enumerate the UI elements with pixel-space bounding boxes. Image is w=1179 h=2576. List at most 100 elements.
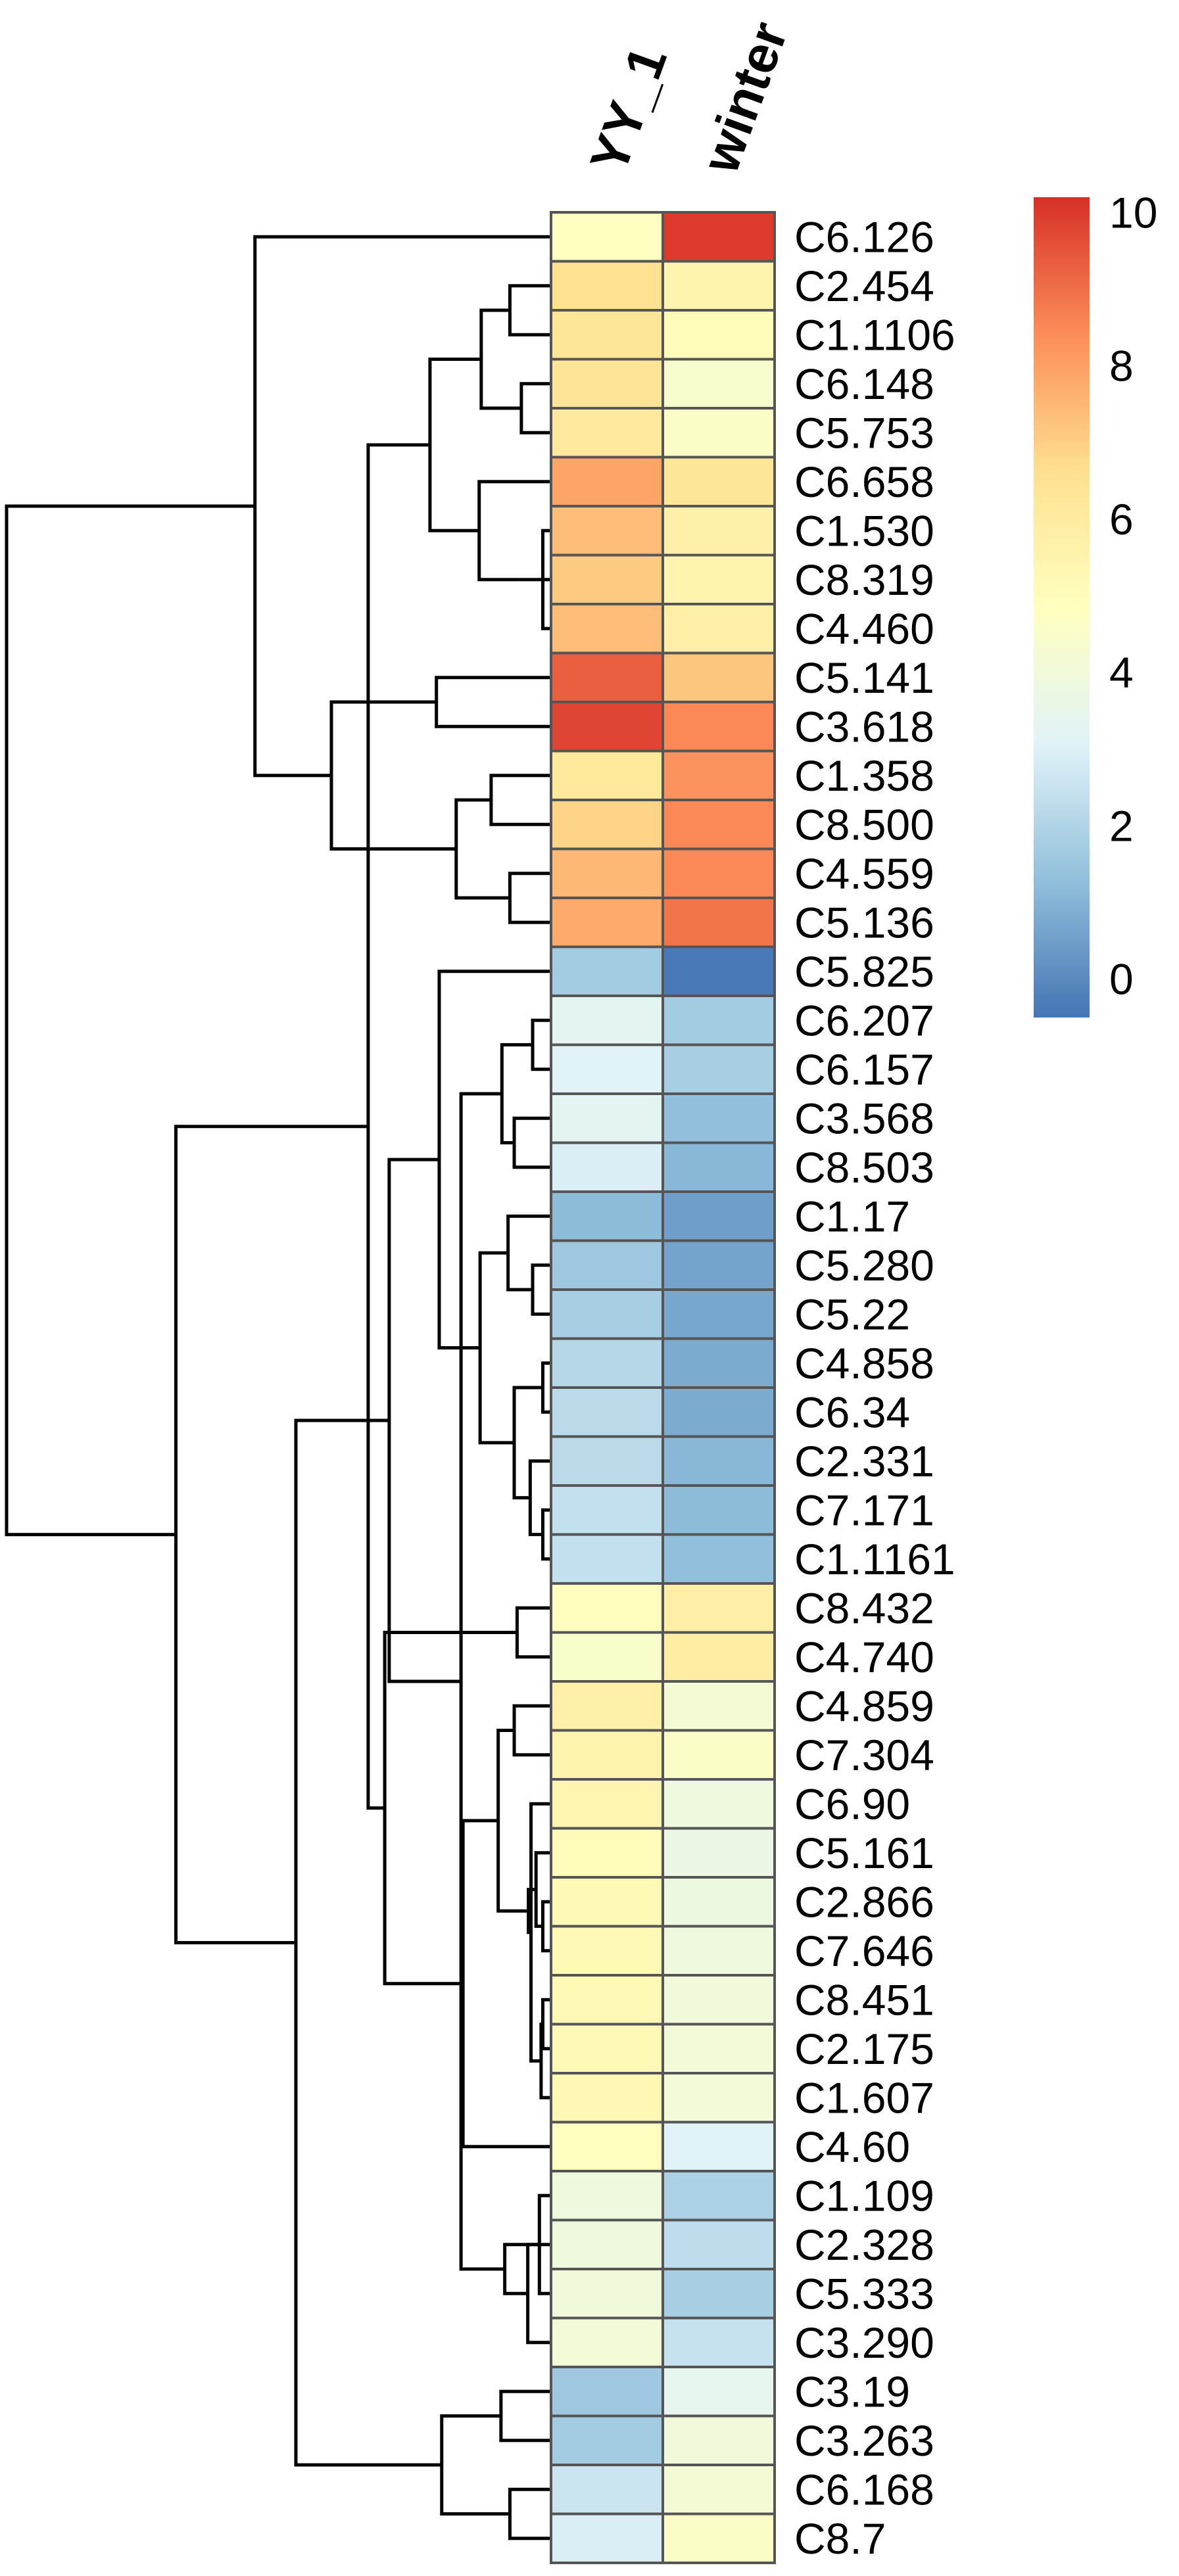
row-label: C5.141	[794, 653, 934, 702]
column-label: winter	[690, 14, 799, 181]
heatmap-cell	[662, 407, 776, 459]
heatmap-cell	[662, 1778, 776, 1830]
heatmap-cell	[662, 1435, 776, 1487]
heatmap-cell	[550, 2023, 664, 2074]
heatmap-cell	[662, 309, 776, 361]
dendrogram-branch	[539, 2023, 551, 2099]
heatmap-cell	[662, 1974, 776, 2026]
heatmap-cell	[550, 2120, 664, 2172]
dendrogram-branch	[387, 1158, 462, 1683]
row-label: C6.658	[794, 457, 934, 506]
dendrogram-branch	[531, 1018, 551, 1071]
heatmap-cell	[550, 945, 664, 997]
heatmap-cell	[662, 2268, 776, 2320]
dendrogram-branch	[515, 1606, 551, 1659]
dendrogram-branch	[528, 1459, 551, 1536]
colorbar-tick-label: 8	[1109, 342, 1134, 390]
row-label: C6.148	[794, 360, 934, 408]
heatmap-cell	[550, 995, 664, 1046]
row-label: C1.1161	[794, 1535, 955, 1583]
heatmap-cell	[662, 651, 776, 703]
dendrogram-branch	[479, 308, 521, 410]
heatmap-cell	[550, 2218, 664, 2270]
heatmap-cell	[662, 2023, 776, 2074]
heatmap-cell	[550, 897, 664, 948]
dendrogram-branch	[454, 798, 510, 900]
dendrogram-branch	[531, 1263, 551, 1316]
heatmap-cell	[550, 1092, 664, 1144]
dendrogram-branch	[508, 2487, 551, 2541]
heatmap-cell	[550, 799, 664, 851]
row-label: C5.136	[794, 898, 934, 947]
heatmap-cell	[662, 1141, 776, 1193]
heatmap-cell	[662, 701, 776, 753]
heatmap-cell	[662, 2366, 776, 2418]
heatmap-cell	[550, 847, 664, 899]
dendrogram-branch	[503, 2243, 540, 2295]
dendrogram-branch	[512, 1116, 551, 1169]
row-label: C2.331	[794, 1437, 934, 1486]
heatmap-cell	[550, 1680, 664, 1732]
heatmap-cell	[550, 2268, 664, 2320]
heatmap-cell	[550, 1190, 664, 1242]
row-label: C8.432	[794, 1583, 934, 1632]
heatmap-cell	[550, 749, 664, 801]
row-label: C1.1106	[794, 310, 955, 359]
row-label: C5.22	[794, 1290, 910, 1338]
heatmap-cell	[662, 2218, 776, 2270]
row-label: C1.530	[794, 506, 934, 555]
heatmap-cell	[550, 701, 664, 753]
row-label: C6.34	[794, 1388, 910, 1436]
row-label: C4.859	[794, 1681, 934, 1730]
heatmap-cell	[550, 1729, 664, 1781]
heatmap-cell	[550, 2366, 664, 2418]
heatmap-cell	[550, 1239, 664, 1291]
row-label: C1.109	[794, 2171, 934, 2220]
dendrogram-branch	[428, 358, 481, 532]
heatmap-cell	[550, 505, 664, 557]
colorbar-tick-label: 6	[1109, 495, 1134, 544]
heatmap-cell	[550, 1925, 664, 1977]
dendrogram-branch	[437, 970, 551, 1349]
dendrogram-branch	[5, 504, 255, 1537]
row-label: C3.618	[794, 702, 934, 751]
heatmap-cell	[550, 2414, 664, 2466]
row-label: C6.207	[794, 996, 934, 1044]
row-label: C6.90	[794, 1779, 910, 1828]
heatmap-cell	[662, 1337, 776, 1389]
heatmap-cell	[662, 2464, 776, 2516]
dendrogram-branch	[366, 443, 430, 1810]
heatmap-cell	[662, 2512, 776, 2564]
heatmap-cell	[662, 211, 776, 263]
heatmap-cell	[550, 1043, 664, 1095]
heatmap-cell	[662, 995, 776, 1046]
row-label: C3.19	[794, 2367, 910, 2416]
row-label: C5.333	[794, 2269, 934, 2318]
heatmap-cell	[550, 2316, 664, 2368]
dendrogram-branch	[506, 1214, 551, 1292]
row-label: C4.740	[794, 1633, 934, 1681]
heatmap-cell	[550, 1582, 664, 1634]
row-label: C4.60	[794, 2122, 910, 2171]
row-label: C5.825	[794, 947, 934, 996]
dendrogram-branch	[329, 700, 456, 851]
row-label: C2.328	[794, 2220, 934, 2269]
column-labels: YY_1 winter	[579, 14, 798, 181]
heatmap-cell	[662, 1239, 776, 1291]
heatmap-cell	[550, 407, 664, 459]
heatmap-cells	[550, 211, 776, 2564]
row-label: C3.568	[794, 1094, 934, 1142]
heatmap-cell	[662, 505, 776, 557]
heatmap-cell	[550, 2464, 664, 2516]
row-label: C7.646	[794, 1927, 934, 1975]
dendrogram-branch	[253, 235, 551, 778]
heatmap-cell	[662, 847, 776, 899]
row-label: C7.304	[794, 1731, 934, 1779]
heatmap-cell	[550, 260, 664, 312]
heatmap-cell	[550, 651, 664, 703]
heatmap-cell	[662, 260, 776, 312]
heatmap-cell	[662, 1827, 776, 1879]
heatmap-cell	[550, 1288, 664, 1340]
row-label: C8.503	[794, 1143, 934, 1192]
